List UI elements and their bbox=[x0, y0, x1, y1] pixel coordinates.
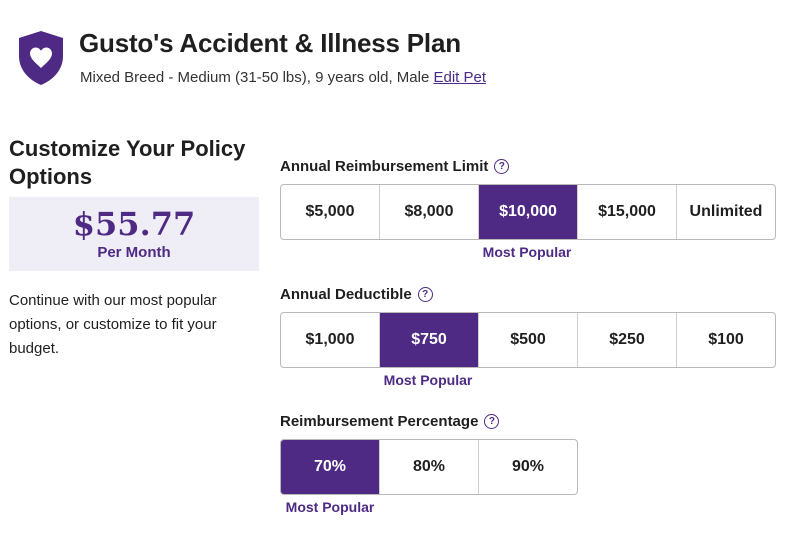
reimbursement-percentage-text: Reimbursement Percentage bbox=[280, 413, 479, 430]
most-popular-badge: Most Popular bbox=[285, 499, 375, 515]
reimbursement-percentage-label: Reimbursement Percentage ? bbox=[280, 413, 500, 430]
deductible-label: Annual Deductible ? bbox=[280, 286, 433, 303]
price-period: Per Month bbox=[97, 244, 171, 261]
deductible-option-750[interactable]: $750 bbox=[380, 313, 479, 367]
percentage-option-70[interactable]: 70% bbox=[281, 440, 380, 494]
customize-description: Continue with our most popular options, … bbox=[9, 292, 217, 357]
help-icon[interactable]: ? bbox=[484, 414, 500, 429]
limit-option-8000[interactable]: $8,000 bbox=[380, 185, 479, 239]
deductible-option-100[interactable]: $100 bbox=[708, 331, 744, 348]
help-icon[interactable]: ? bbox=[417, 287, 433, 302]
most-popular-badge: Most Popular bbox=[383, 372, 473, 388]
deductible-text: Annual Deductible bbox=[280, 286, 412, 303]
monthly-price: $55.77 bbox=[72, 205, 196, 243]
heart-shield-icon bbox=[19, 31, 63, 85]
customize-heading: Customize Your Policy Options bbox=[9, 136, 246, 189]
edit-pet-link[interactable]: Edit Pet bbox=[433, 69, 487, 86]
pet-info: Mixed Breed - Medium (31-50 lbs), 9 year… bbox=[80, 69, 486, 86]
deductible-option-1000[interactable]: $1,000 bbox=[281, 313, 380, 367]
plan-title: Gusto's Accident & Illness Plan bbox=[79, 28, 461, 58]
reimbursement-limit-text: Annual Reimbursement Limit bbox=[280, 158, 489, 175]
reimbursement-limit-label: Annual Reimbursement Limit ? bbox=[280, 158, 510, 175]
limit-option-15000[interactable]: $15,000 bbox=[578, 185, 677, 239]
reimbursement-percentage-options: 70% 80% 90% bbox=[280, 439, 578, 495]
deductible-option-250[interactable]: $250 bbox=[578, 313, 677, 367]
help-icon[interactable]: ? bbox=[494, 159, 510, 174]
pet-details: Mixed Breed - Medium (31-50 lbs), 9 year… bbox=[80, 69, 430, 86]
limit-option-5000[interactable]: $5,000 bbox=[281, 185, 380, 239]
price-summary: $55.77 Per Month bbox=[9, 197, 259, 271]
limit-option-unlimited[interactable]: Unlimited bbox=[689, 203, 763, 220]
most-popular-badge: Most Popular bbox=[482, 244, 572, 260]
percentage-option-80[interactable]: 80% bbox=[380, 440, 479, 494]
reimbursement-limit-options: $5,000 $8,000 $10,000 $15,000 Unlimited bbox=[280, 184, 776, 240]
deductible-options: $1,000 $750 $500 $250 $100 bbox=[280, 312, 776, 368]
limit-option-10000[interactable]: $10,000 bbox=[479, 185, 578, 239]
percentage-option-90[interactable]: 90% bbox=[511, 458, 545, 475]
deductible-option-500[interactable]: $500 bbox=[479, 313, 578, 367]
